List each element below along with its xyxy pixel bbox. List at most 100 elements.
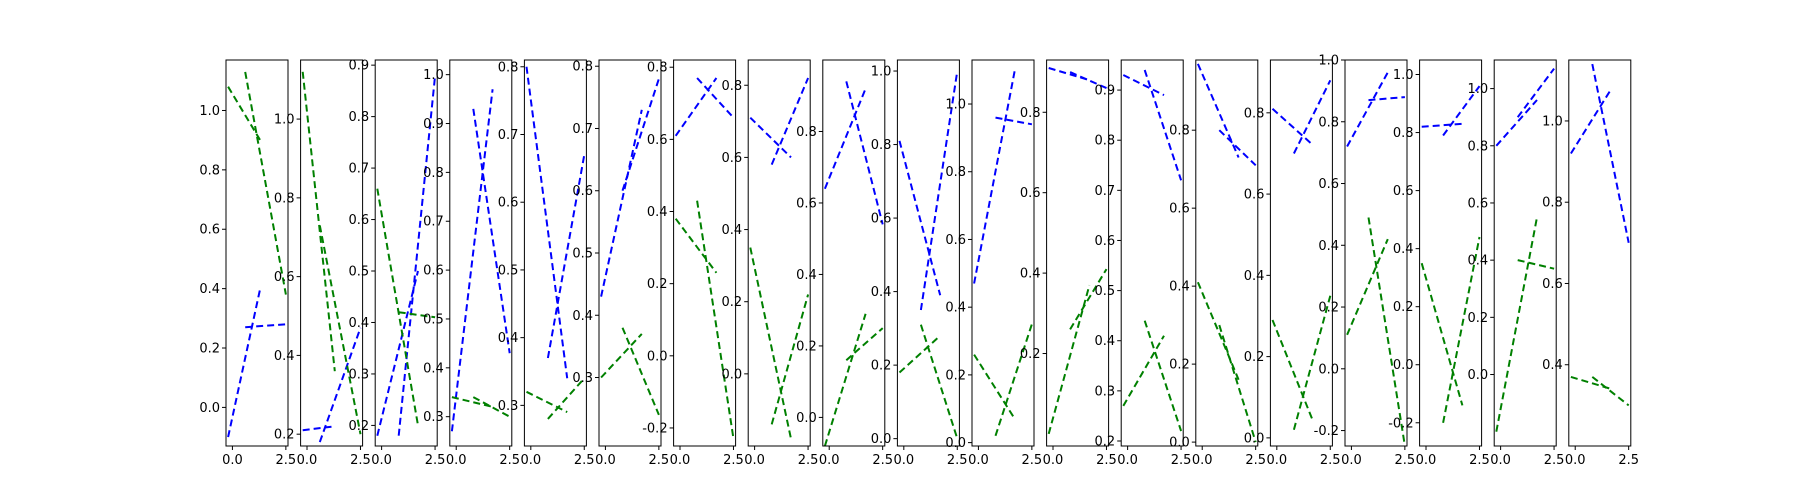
y-tick-label: 0.4 [796,268,817,283]
y-tick-label: 0.6 [1393,184,1414,199]
x-tick-label: 0.0 [1565,453,1586,468]
x-tick-label: 0.0 [670,453,691,468]
y-tick-label: 0.7 [1095,184,1116,199]
y-tick-label: 0.2 [647,277,668,292]
y-tick-label: 0.2 [871,359,892,374]
x-tick-label: 0.0 [297,453,318,468]
series-line-series_a-2 [919,70,959,311]
y-tick-label: 0.8 [1318,115,1339,130]
series-line-series_b-3 [451,396,493,408]
x-tick-label: 0.0 [1416,453,1437,468]
y-tick-label: 0.2 [349,419,370,434]
y-tick-label: 0.6 [796,196,817,211]
y-tick-label: 0.2 [1169,358,1190,373]
x-tick-label: 0.0 [1192,453,1213,468]
series-line-series_b-3 [749,247,792,440]
y-tick-label: 0.2 [1318,301,1339,316]
y-tick-label: 0.4 [722,223,743,238]
series-line-series_b-4 [1218,324,1257,443]
y-tick-label: 0.6 [647,133,668,148]
x-tick-label: 2.5 [1171,453,1192,468]
series-line-series_a-2 [472,108,511,354]
series-line-series_a-1 [525,66,569,379]
y-tick-label: 0.8 [796,125,817,140]
x-tick-label: 2.5 [1395,453,1416,468]
plot-frame [1195,59,1259,447]
y-tick-label: 0.4 [274,349,295,364]
y-tick-label: 0.8 [349,110,370,125]
y-tick-label: 0.6 [945,233,966,248]
y-tick-label: 0.0 [647,349,668,364]
series-line-series_a-1 [674,77,718,137]
x-tick-label: 2.5 [1320,453,1341,468]
subplot-panel-15: 0.0 2.5 0.0 0.2 0.4 0.6 0.8 [1244,59,1341,468]
series-line-series_b-4 [547,377,586,420]
series-line-series_a-1 [1570,87,1613,155]
x-tick-label: 0.0 [222,453,243,468]
series-line-series_b-4 [1367,217,1406,446]
y-tick-label: 0.0 [1318,362,1339,377]
series-line-series_b-3 [823,313,867,446]
y-tick-label: 0.6 [1244,188,1265,203]
x-tick-label: 2.5 [1618,453,1639,468]
y-tick-label: 0.2 [796,339,817,354]
subplot-panel-7: 0.0 2.5-0.20.00.20.40.60.8 [642,59,744,468]
y-tick-label: 0.3 [349,367,370,382]
y-tick-label: 0.6 [498,196,519,211]
y-tick-label: 0.4 [199,282,220,297]
x-tick-label: 0.0 [1266,453,1287,468]
plot-frame [374,59,438,447]
series-line-series_b-4 [696,200,735,439]
x-tick-label: 2.5 [574,453,595,468]
subplot-panel-17: 0.0 2.5-0.20.00.20.40.60.81.0 [1388,59,1490,468]
y-tick-label: 0.8 [1244,106,1265,121]
subplot-panel-9: 0.0 2.50.00.20.40.60.8 [796,59,893,468]
series-line-series_b-4 [845,327,884,361]
series-line-series_a-1 [302,425,335,432]
y-tick-label: 0.8 [871,138,892,153]
y-tick-label: 0.5 [572,247,593,262]
series-line-series_b-3 [301,71,336,372]
x-tick-label: 2.5 [723,453,744,468]
y-tick-label: 0.4 [1020,267,1041,282]
y-tick-label: 0.4 [1468,254,1489,269]
subplot-panel-3: 0.0 2.50.20.30.40.50.60.70.80.9 [349,59,446,468]
y-tick-label: 0.2 [722,295,743,310]
plot-frame [523,59,587,447]
series-line-series_b-3 [1047,284,1091,435]
plot-frame [896,59,960,447]
plot-frame [598,59,662,447]
plot-frame [1568,59,1632,447]
plot-frame [1046,59,1110,447]
series-line-series_a-1 [600,109,643,297]
series-line-series_a-1 [1346,71,1389,147]
y-tick-label: 0.2 [1468,311,1489,326]
x-tick-label: 2.5 [499,453,520,468]
y-tick-label: 0.6 [572,184,593,199]
series-line-series_b-3 [526,390,568,413]
subplot-panel-18: 0.0 2.50.00.20.40.60.81.0 [1468,59,1564,468]
series-line-series_a-1 [1271,108,1314,147]
y-tick-label: 0.6 [1318,177,1339,192]
y-tick-label: 0.3 [1095,384,1116,399]
series-line-series_a-2 [770,77,810,165]
subplot-panel-1: 0.0 2.5 0.0 0.2 0.4 0.6 0.8 1.0 [199,59,296,468]
y-tick-label: 0.6 [274,270,295,285]
plot-frame [225,59,289,447]
y-tick-label: 0.5 [349,265,370,280]
subplot-panel-10: 0.0 2.50.00.20.40.60.81.0 [871,59,968,468]
y-tick-label: 0.3 [423,410,444,425]
series-line-series_a-1 [450,89,494,432]
y-tick-label: 0.4 [1244,269,1265,284]
series-line-series_a-2 [1516,68,1555,118]
series-line-series_b-3 [1122,335,1165,407]
x-tick-label: 2.5 [425,453,446,468]
y-tick-label: 0.0 [945,436,966,451]
y-tick-label: 0.3 [498,399,519,414]
series-line-series_a-2 [397,75,437,436]
series-line-series_a-2 [995,116,1033,126]
y-tick-label: 0.4 [1095,334,1116,349]
y-tick-label: 0.8 [945,165,966,180]
series-line-series_a-1 [973,70,1016,284]
